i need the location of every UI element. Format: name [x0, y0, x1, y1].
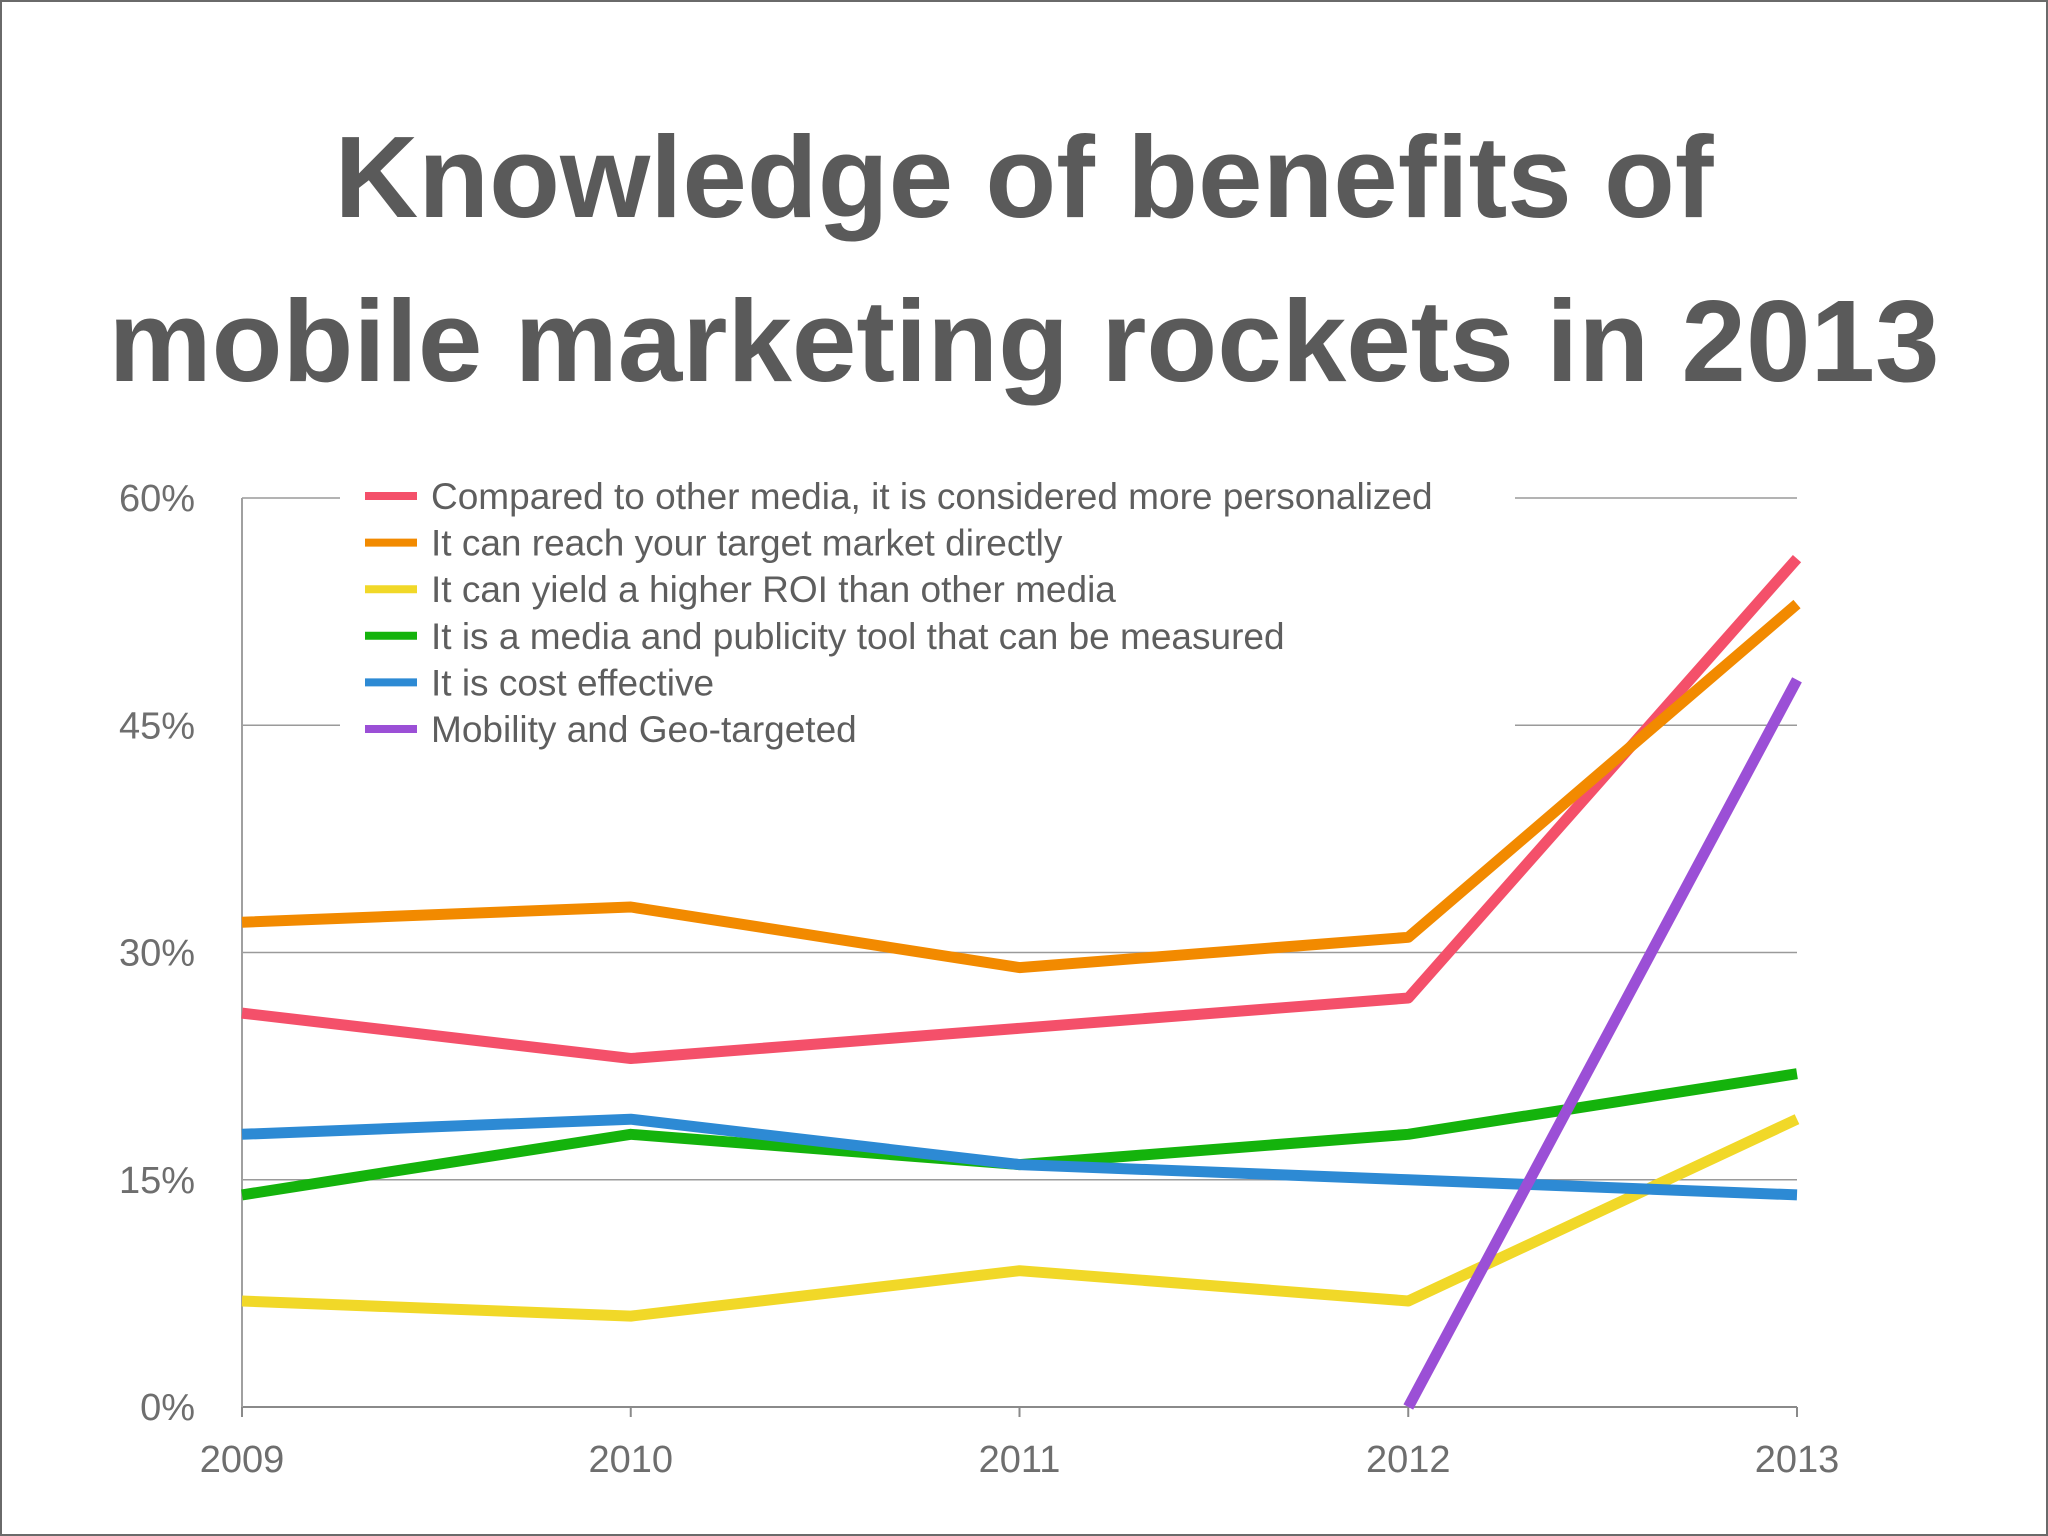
legend-box — [340, 470, 1515, 760]
series-lines — [241, 554, 1802, 1410]
series-line — [241, 599, 1801, 974]
axes — [241, 498, 1798, 1417]
chart-title-line-2: mobile marketing rockets in 2013 — [108, 276, 1940, 406]
y-tick-label: 60% — [119, 478, 195, 520]
legend-label: Mobility and Geo-targeted — [431, 709, 857, 750]
series-line — [241, 1114, 1800, 1322]
series-line — [1403, 677, 1802, 1410]
x-tick-label: 2009 — [200, 1439, 285, 1481]
y-tick-label: 30% — [119, 933, 195, 975]
legend-label: It is a media and publicity tool that ca… — [431, 616, 1285, 657]
legend-background — [340, 470, 1515, 760]
axis-labels: 0% 15% 30% 45% 60% 2009 2010 2011 2012 2013 — [119, 478, 1839, 1481]
x-tick-label: 2011 — [979, 1439, 1061, 1481]
legend-label: It can reach your target market directly — [431, 523, 1063, 564]
series-line — [241, 1113, 1798, 1201]
y-tick-label: 15% — [119, 1160, 195, 1202]
chart-title-line-1: Knowledge of benefits of — [334, 112, 1714, 242]
series-line — [241, 1068, 1798, 1201]
x-tick-label: 2010 — [588, 1439, 673, 1481]
legend-label: Compared to other media, it is considere… — [431, 476, 1433, 517]
legend-label: It is cost effective — [431, 662, 714, 703]
y-tick-label: 0% — [140, 1387, 195, 1429]
x-tick-label: 2013 — [1755, 1439, 1840, 1481]
x-tick-label: 2012 — [1366, 1439, 1451, 1481]
chart-title: Knowledge of benefits of mobile marketin… — [0, 95, 2048, 423]
series-line — [241, 554, 1802, 1064]
legend: Compared to other media, it is considere… — [365, 476, 1433, 750]
y-tick-label: 45% — [119, 705, 195, 747]
legend-label: It can yield a higher ROI than other med… — [431, 569, 1116, 610]
